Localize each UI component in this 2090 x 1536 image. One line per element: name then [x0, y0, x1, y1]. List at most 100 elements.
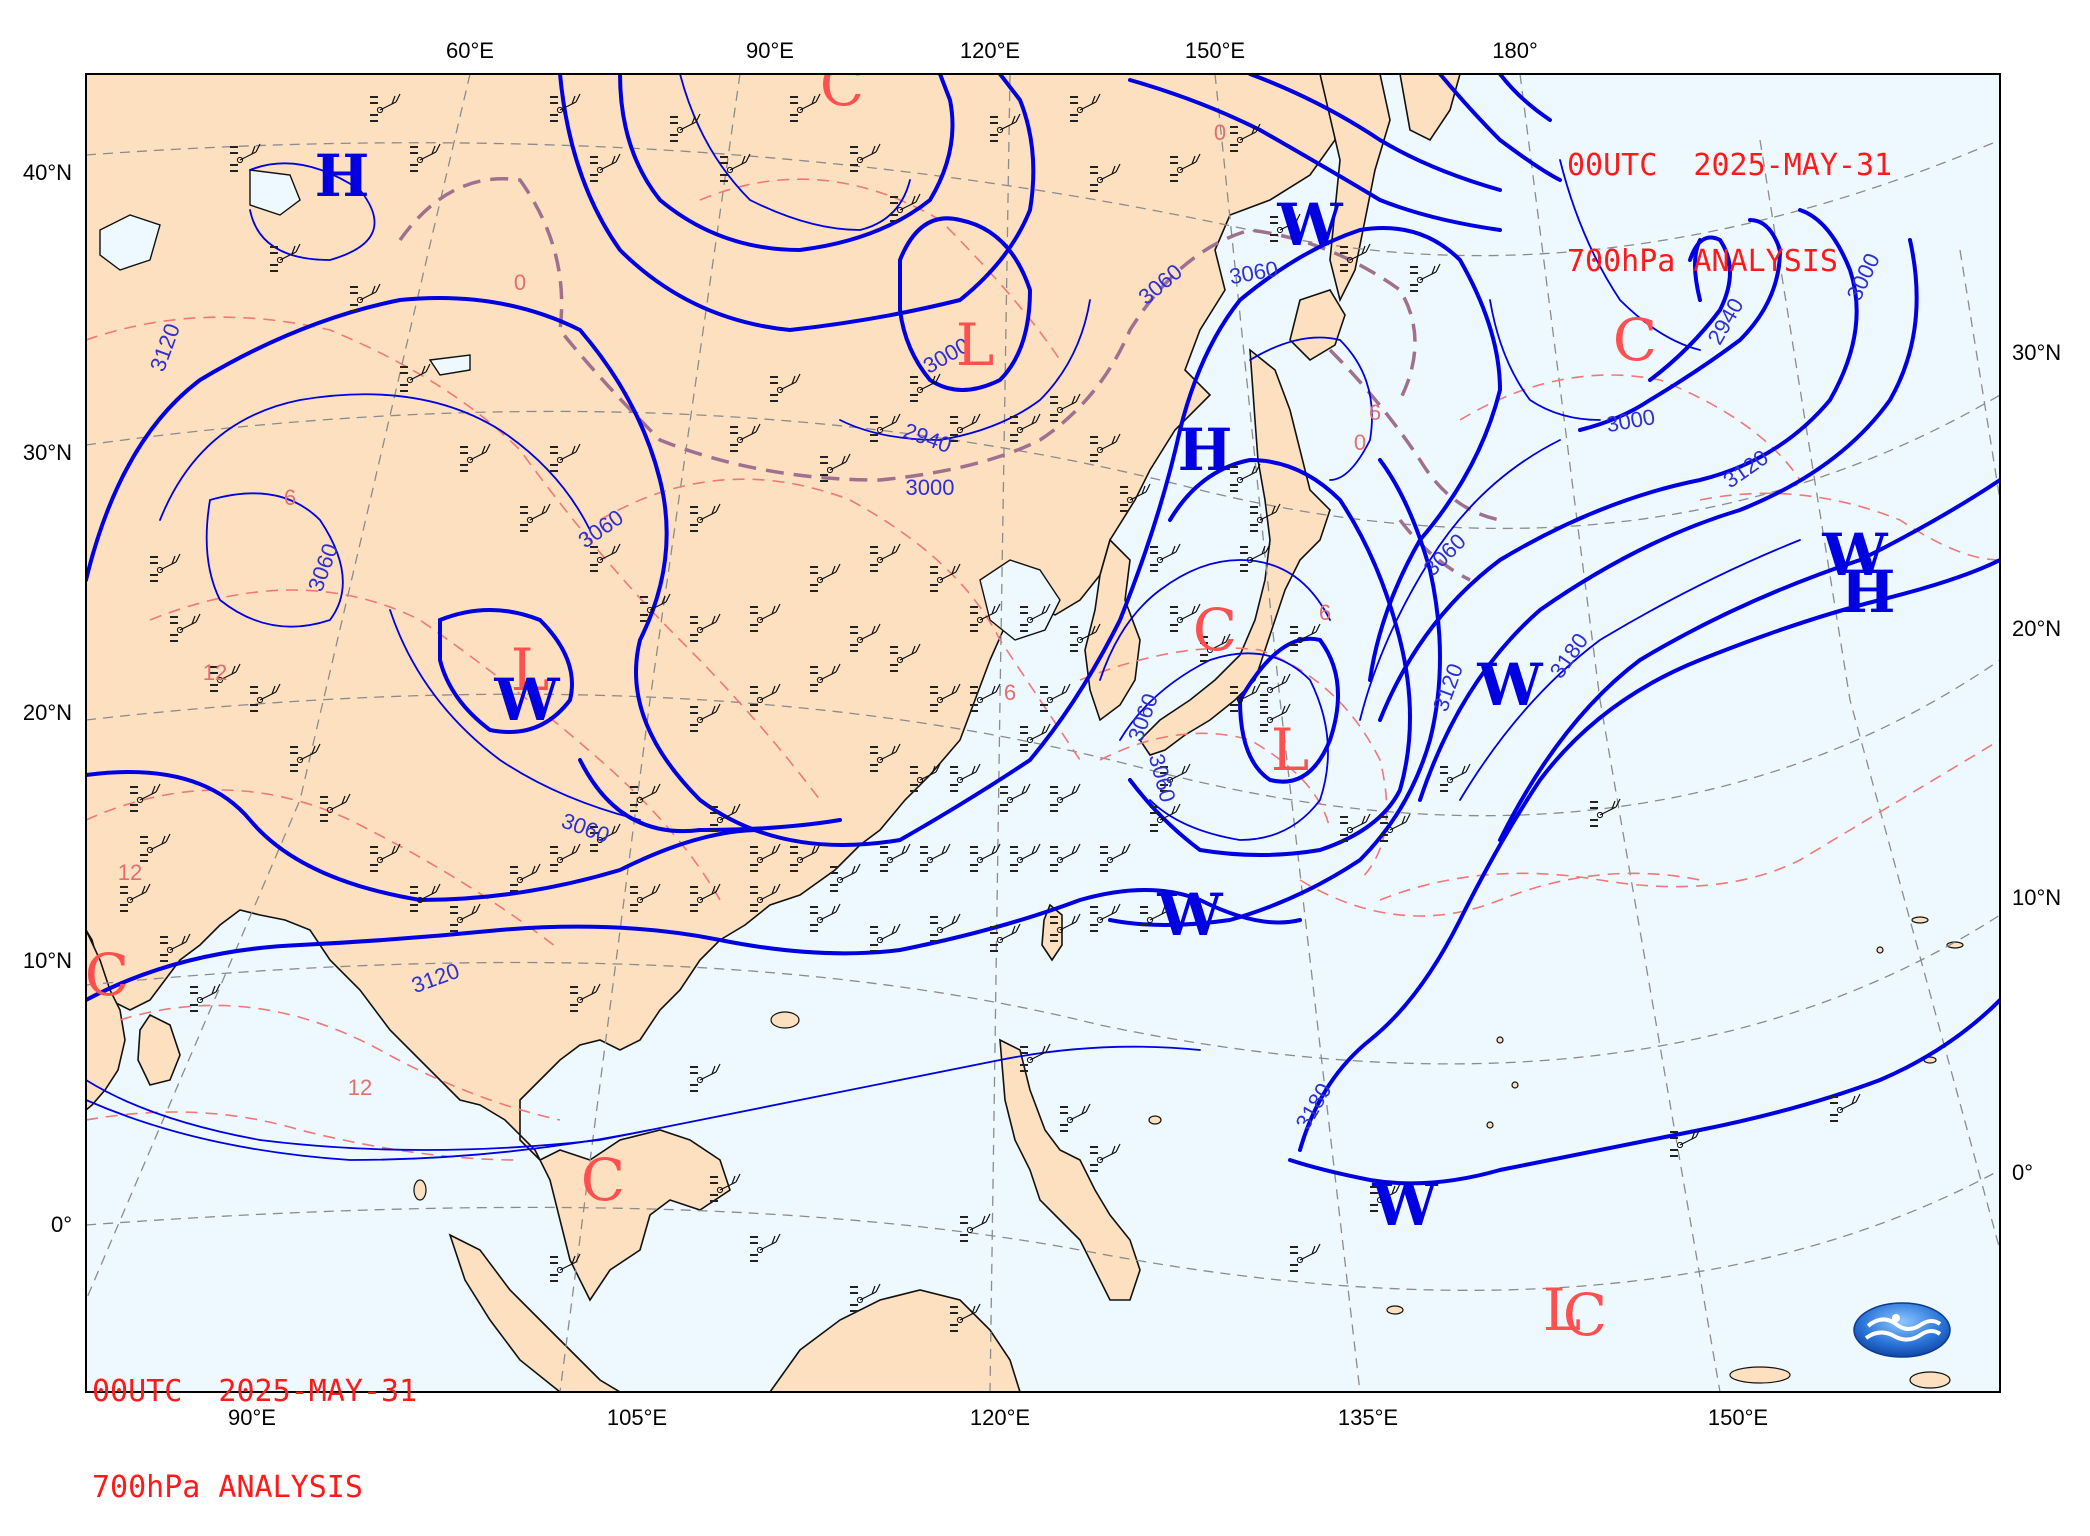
station-plot [590, 153, 621, 182]
station-plot [550, 843, 581, 872]
small-islands [413, 916, 1964, 1389]
station-plot [1250, 503, 1281, 532]
axis-labels: 60°E 90°E 120°E 150°E 180° 90°E 105°E 120°E 135°… [23, 38, 2061, 1430]
station-plot [120, 883, 151, 912]
pressure-system-low: L [1271, 716, 1310, 784]
lake-aral [249, 169, 301, 216]
station-plot [400, 363, 431, 392]
station-plot [770, 373, 801, 402]
station-plot [1160, 763, 1191, 792]
station-plot [1060, 1103, 1091, 1132]
pressure-system-high: H [315, 142, 370, 210]
station-plot [850, 1283, 881, 1312]
graticule [86, 74, 2000, 1392]
station-plot [690, 503, 721, 532]
station-plot [520, 503, 551, 532]
station-plot [1590, 798, 1621, 827]
lake-balkhash [428, 354, 471, 376]
pressure-system-low: L [956, 311, 995, 379]
station-plot [970, 843, 1001, 872]
land-asia [86, 74, 1341, 1302]
land-india [86, 929, 126, 1112]
pressure-system-low: L [511, 636, 550, 704]
station-plot [460, 443, 491, 472]
temp-contour-label: 0 [514, 270, 526, 295]
pressure-system-warm: W [493, 666, 560, 734]
zero-isotherm [398, 177, 1501, 582]
station-plot [1260, 673, 1291, 702]
station-plot [1290, 623, 1321, 652]
station-plot [140, 833, 171, 862]
lake-caspian [99, 214, 161, 271]
plot-frame [85, 73, 2001, 1393]
top-lon-label: 60°E [446, 38, 494, 63]
bottom-lon-label: 105°E [607, 1405, 667, 1430]
left-lat-label: 20°N [23, 700, 72, 725]
pressure-system-cold: C [1563, 1281, 1607, 1349]
station-plot [630, 783, 661, 812]
station-plot [640, 593, 671, 622]
station-plot [1050, 843, 1081, 872]
station-plot [1170, 153, 1201, 182]
station-plot [1020, 1043, 1051, 1072]
left-lat-label: 0° [51, 1212, 72, 1237]
pressure-system-high: H [1178, 416, 1233, 484]
station-plot [510, 863, 541, 892]
station-plot [920, 843, 951, 872]
map-title-bottom: 00UTC 2025-MAY-31 700hPa ANALYSIS [92, 1312, 417, 1536]
pressure-system-cold: C [1193, 596, 1237, 664]
station-plot [320, 793, 351, 822]
station-plot [1050, 913, 1081, 942]
station-plot [1100, 843, 1131, 872]
land-srilanka [137, 1013, 181, 1086]
station-plot [950, 413, 981, 442]
station-plot [830, 863, 861, 892]
station-plot [750, 883, 781, 912]
bottom-lon-label: 120°E [970, 1405, 1030, 1430]
station-plot [790, 843, 821, 872]
pressure-system-low: L [1543, 1276, 1582, 1344]
station-plot [410, 883, 441, 912]
map-title-top: 00UTC 2025-MAY-31 700hPa ANALYSIS [1567, 86, 1892, 310]
station-plot [690, 613, 721, 642]
top-lon-label: 150°E [1185, 38, 1245, 63]
pressure-system-warm: W [1371, 1171, 1438, 1239]
station-plot [690, 883, 721, 912]
station-plot [1410, 263, 1441, 292]
pressure-system-cold: C [581, 1146, 625, 1214]
station-plot [1230, 463, 1261, 492]
station-plot [1260, 703, 1291, 732]
title-time: 00UTC 2025-MAY-31 [92, 1374, 418, 1409]
station-plot [370, 843, 401, 872]
station-plot [750, 843, 781, 872]
station-plot [1150, 543, 1181, 572]
station-plot [950, 1303, 981, 1332]
land-taiwan [1041, 903, 1063, 962]
left-lat-label: 30°N [23, 440, 72, 465]
station-plot [1170, 603, 1201, 632]
station-plot [450, 903, 481, 932]
station-plot [890, 643, 921, 672]
station-plot [990, 113, 1021, 142]
temp-contour-label: 6 [1004, 680, 1016, 705]
station-plot [910, 373, 941, 402]
station-plot [1040, 683, 1071, 712]
station-plot [270, 243, 301, 272]
station-plot [170, 613, 201, 642]
station-plot [750, 683, 781, 712]
station-plot [1830, 1093, 1861, 1122]
station-plot [790, 93, 821, 122]
left-lat-label: 10°N [23, 948, 72, 973]
station-plot [1090, 163, 1121, 192]
station-plot [810, 563, 841, 592]
top-lon-label: 180° [1492, 38, 1538, 63]
station-plot [1070, 623, 1101, 652]
station-plot [910, 763, 941, 792]
station-plot [250, 683, 281, 712]
station-plot [1670, 1128, 1701, 1157]
station-plot [1270, 213, 1301, 242]
station-plot [930, 563, 961, 592]
station-plot [1290, 1243, 1321, 1272]
